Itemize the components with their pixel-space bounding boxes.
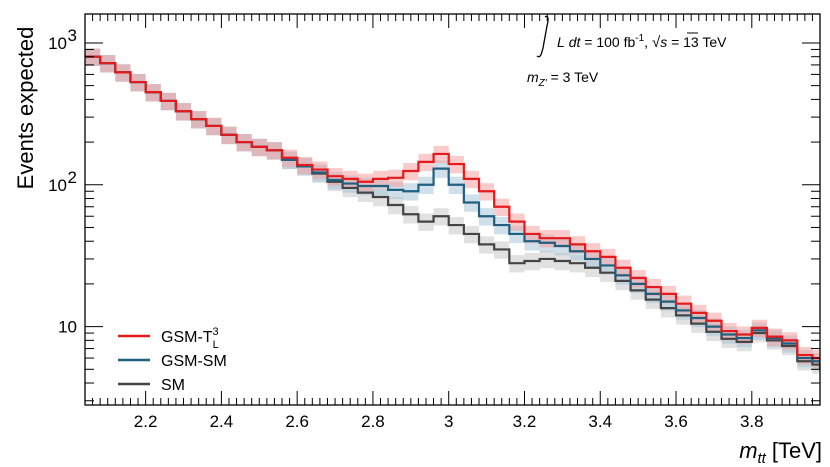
x-axis-title: mtt [TeV] (739, 438, 822, 467)
plot-frame (84, 13, 821, 406)
y-axis-ticks (85, 42, 820, 402)
y-axis-title: Events expected (13, 27, 38, 190)
uncertainty-bands (85, 48, 820, 374)
luminosity-annotation: L dt = 100 fb-1, √s = 13 TeV mZ' = 3 TeV (527, 15, 727, 89)
legend: GSM-T3 L GSM-SM SM (118, 326, 227, 394)
x-tick-label: 2.8 (361, 412, 385, 431)
legend-item-gsm-sm: GSM-SM (118, 353, 227, 370)
x-tick-label: 2.6 (285, 412, 309, 431)
y-tick-label: 10 (48, 176, 67, 195)
x-axis-title-unit: [TeV] (772, 438, 822, 463)
x-tick-label: 3.6 (664, 412, 688, 431)
luminosity-text: L dt = 100 fb-1, √s = 13 TeV (557, 33, 727, 51)
legend-label-gsm-sm: GSM-SM (161, 353, 227, 370)
x-axis-title-var: m (739, 438, 757, 463)
y-tick-label-exp: 2 (68, 168, 77, 187)
x-tick-label: 3.4 (588, 412, 612, 431)
x-axis-tick-labels: 2.2 2.4 2.6 2.8 3 3.2 3.4 3.6 3.8 (134, 412, 764, 431)
y-tick-label: 10 (48, 34, 67, 53)
x-axis-title-sub: tt (758, 450, 767, 467)
x-tick-label: 2.4 (210, 412, 234, 431)
mass-text: mZ' = 3 TeV (527, 69, 599, 89)
series-lines (85, 55, 820, 370)
y-tick-label: 10 (58, 318, 77, 337)
x-tick-label: 3.2 (513, 412, 537, 431)
legend-item-sm: SM (118, 377, 185, 394)
legend-label-sm: SM (161, 377, 185, 394)
integral-sign-icon (536, 15, 549, 58)
legend-label-gsm-tl3: GSM-T3 L (161, 326, 219, 351)
series-line-0 (85, 55, 820, 365)
y-tick-label-exp: 3 (68, 26, 77, 45)
x-axis-ticks (92, 14, 813, 405)
x-tick-label: 3.8 (740, 412, 764, 431)
x-tick-label: 2.2 (134, 412, 158, 431)
legend-item-gsm-tl3: GSM-T3 L (118, 326, 219, 351)
x-tick-label: 3 (444, 412, 453, 431)
